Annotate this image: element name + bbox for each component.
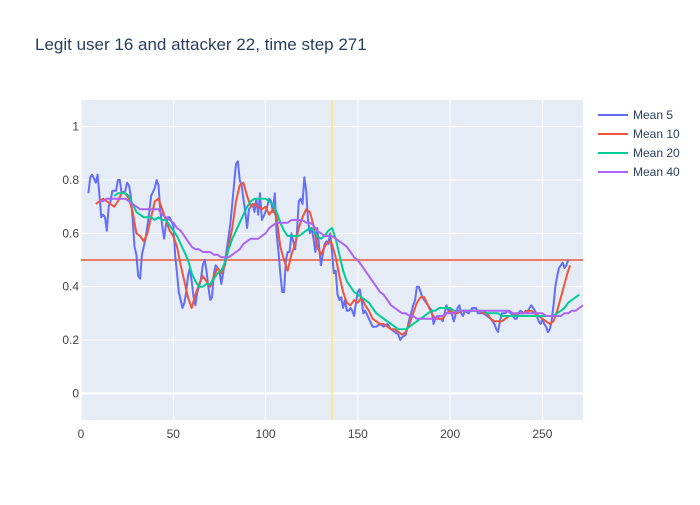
y-tick-label: 0.2 bbox=[62, 333, 79, 347]
legend-label: Mean 10 bbox=[633, 127, 680, 141]
x-tick-label: 0 bbox=[78, 427, 85, 441]
legend-item[interactable]: Mean 20 bbox=[598, 146, 680, 160]
legend-item[interactable]: Mean 10 bbox=[598, 127, 680, 141]
x-tick-label: 50 bbox=[167, 427, 181, 441]
y-tick-label: 0.6 bbox=[62, 226, 79, 240]
legend-item[interactable]: Mean 5 bbox=[598, 108, 673, 122]
x-tick-label: 100 bbox=[256, 427, 276, 441]
series-line-3 bbox=[113, 192, 580, 331]
series-lines bbox=[87, 160, 583, 341]
x-tick-label: 250 bbox=[532, 427, 552, 441]
y-tick-label: 0.8 bbox=[62, 173, 79, 187]
y-tick-label: 0 bbox=[72, 386, 79, 400]
legend-item[interactable]: Mean 40 bbox=[598, 165, 680, 179]
legend[interactable]: Mean 5 Mean 10 Mean 20 Mean 40 bbox=[598, 108, 680, 179]
legend-label: Mean 40 bbox=[633, 165, 680, 179]
series-line-2 bbox=[95, 181, 572, 336]
series-line-4 bbox=[99, 197, 583, 320]
x-tick-label: 150 bbox=[348, 427, 368, 441]
x-tick-label: 200 bbox=[440, 427, 460, 441]
legend-label: Mean 5 bbox=[633, 108, 673, 122]
axis-tick-labels: 0 50 100 150 200 250 0 0.2 0.4 0.6 0.8 1 bbox=[62, 120, 552, 441]
y-tick-label: 1 bbox=[72, 120, 79, 134]
legend-label: Mean 20 bbox=[633, 146, 680, 160]
y-tick-label: 0.4 bbox=[62, 280, 79, 294]
chart-title: Legit user 16 and attacker 22, time step… bbox=[35, 35, 367, 54]
